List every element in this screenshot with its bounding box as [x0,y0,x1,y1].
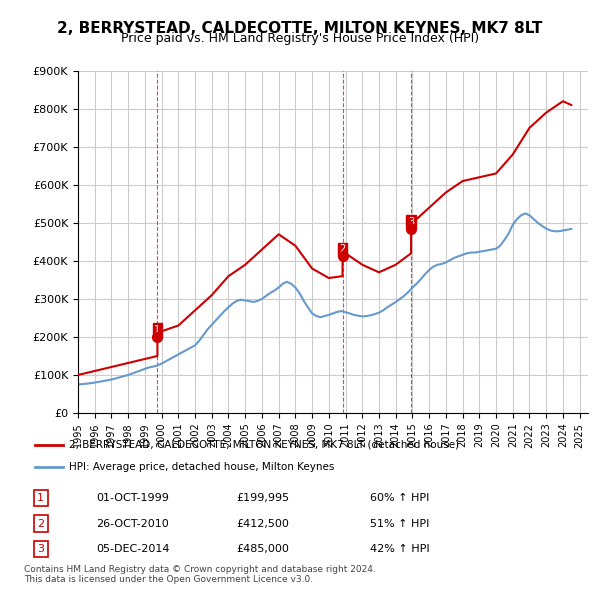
Text: 3: 3 [37,544,44,554]
Text: 2: 2 [340,244,346,254]
Text: 26-OCT-2010: 26-OCT-2010 [97,519,169,529]
Text: 1: 1 [37,493,44,503]
Text: Contains HM Land Registry data © Crown copyright and database right 2024.
This d: Contains HM Land Registry data © Crown c… [24,565,376,584]
Text: 42% ↑ HPI: 42% ↑ HPI [370,544,430,554]
Text: 05-DEC-2014: 05-DEC-2014 [97,544,170,554]
Text: 2: 2 [37,519,44,529]
Text: 51% ↑ HPI: 51% ↑ HPI [370,519,430,529]
Text: 01-OCT-1999: 01-OCT-1999 [97,493,169,503]
Text: 3: 3 [408,217,414,227]
Text: £485,000: £485,000 [236,544,289,554]
Text: £199,995: £199,995 [236,493,289,503]
Text: Price paid vs. HM Land Registry's House Price Index (HPI): Price paid vs. HM Land Registry's House … [121,32,479,45]
Text: HPI: Average price, detached house, Milton Keynes: HPI: Average price, detached house, Milt… [68,462,334,472]
Text: 2, BERRYSTEAD, CALDECOTTE, MILTON KEYNES, MK7 8LT: 2, BERRYSTEAD, CALDECOTTE, MILTON KEYNES… [58,21,542,35]
Text: £412,500: £412,500 [236,519,289,529]
Text: 60% ↑ HPI: 60% ↑ HPI [370,493,430,503]
Text: 1: 1 [154,325,160,335]
Text: 2, BERRYSTEAD, CALDECOTTE, MILTON KEYNES, MK7 8LT (detached house): 2, BERRYSTEAD, CALDECOTTE, MILTON KEYNES… [68,440,459,450]
